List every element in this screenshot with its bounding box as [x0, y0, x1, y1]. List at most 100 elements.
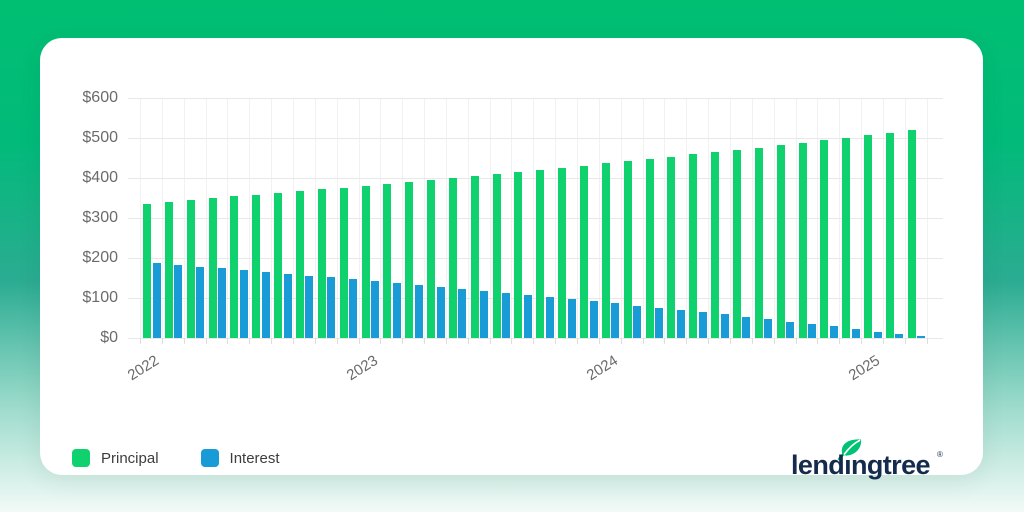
principal-bar	[842, 137, 851, 338]
legend-item-principal: Principal	[72, 449, 159, 467]
interest-bar	[895, 334, 904, 338]
principal-bar	[405, 181, 414, 338]
principal-bar	[580, 165, 588, 338]
registered-mark: ®	[937, 450, 943, 459]
x-axis-tick	[708, 338, 710, 344]
principal-bar	[776, 145, 785, 338]
x-axis-tick	[227, 338, 229, 344]
principal-bar	[317, 189, 326, 338]
x-axis-tick	[336, 338, 338, 344]
x-axis-tick	[555, 338, 557, 344]
x-axis-tick	[292, 338, 294, 344]
principal-bar	[186, 200, 195, 338]
x-axis-tick	[817, 338, 819, 344]
interest-bar	[676, 310, 685, 338]
y-axis-label: $100	[82, 289, 118, 306]
x-axis-tick	[664, 338, 666, 344]
principal-bar	[252, 194, 261, 338]
principal-bar	[732, 149, 741, 338]
x-axis-tick	[642, 338, 644, 344]
horizontal-gridline	[128, 98, 943, 99]
interest-bar	[152, 263, 161, 338]
y-axis-label: $600	[82, 89, 118, 106]
principal-bar	[361, 185, 370, 338]
x-axis-tick	[751, 338, 753, 344]
x-axis-tick	[161, 338, 163, 344]
x-axis-year-label: 2023	[343, 352, 381, 385]
principal-bar	[536, 169, 545, 338]
principal-bar	[645, 158, 654, 338]
x-axis-tick	[140, 338, 141, 344]
y-axis-label: $300	[82, 209, 118, 226]
x-axis-tick	[773, 338, 775, 344]
interest-bar	[392, 282, 401, 338]
interest-bar	[917, 336, 926, 338]
interest-bar	[283, 273, 292, 338]
x-axis-tick	[795, 338, 797, 344]
interest-bar	[742, 316, 751, 338]
y-axis-label: $200	[82, 249, 118, 266]
interest-bar	[567, 299, 576, 338]
interest-bar	[655, 307, 664, 338]
interest-bar	[458, 288, 467, 338]
principal-bar	[885, 132, 894, 338]
interest-bar	[720, 314, 729, 338]
x-axis-tick	[839, 338, 841, 344]
interest-bar	[414, 284, 423, 338]
x-axis-year-label: 2022	[124, 352, 163, 385]
principal-bar	[143, 203, 151, 338]
x-axis-tick	[489, 338, 491, 344]
x-axis-tick	[729, 338, 731, 344]
interest-bar	[698, 312, 707, 338]
x-axis-tick	[358, 338, 360, 344]
x-axis-tick	[620, 338, 622, 344]
principal-bar	[383, 183, 392, 338]
x-axis-tick	[511, 338, 513, 344]
interest-bar	[305, 275, 314, 338]
amortization-chart-plot-area: $0 $100 $200 $300 $400 $500 $600 2022 2023 2024 20…	[82, 89, 943, 384]
interest-bar	[349, 279, 358, 338]
x-axis-tick	[314, 338, 316, 344]
horizontal-gridline	[128, 218, 943, 219]
principal-bar	[689, 154, 698, 338]
chart-legend: Principal Interest	[72, 449, 280, 467]
principal-swatch-icon	[72, 449, 90, 467]
horizontal-gridline	[128, 258, 943, 259]
interest-bar	[851, 328, 860, 338]
x-axis-tick	[686, 338, 688, 344]
lendingtree-logo: lendıngtree ®	[791, 435, 947, 483]
principal-bar	[295, 191, 304, 338]
x-axis-tick	[533, 338, 535, 344]
principal-bar	[427, 180, 436, 338]
interest-bar	[633, 305, 642, 338]
x-axis-tick	[183, 338, 185, 344]
x-axis-tick	[271, 338, 273, 344]
interest-bar	[808, 324, 816, 338]
legend-label-principal: Principal	[101, 449, 159, 467]
interest-bar	[327, 277, 336, 338]
x-axis-tick	[205, 338, 207, 344]
principal-bar	[339, 187, 348, 338]
horizontal-gridline	[128, 338, 943, 339]
principal-bar	[907, 130, 916, 338]
x-axis-tick	[882, 338, 884, 344]
principal-bar	[514, 171, 523, 338]
principal-bar	[711, 152, 720, 338]
principal-bar	[492, 174, 501, 338]
legend-item-interest: Interest	[200, 449, 280, 467]
x-axis-tick	[861, 338, 863, 344]
interest-bar	[502, 292, 511, 338]
principal-bar	[623, 161, 632, 338]
x-axis-tick	[402, 338, 404, 344]
interest-bar	[523, 294, 532, 338]
horizontal-gridline	[128, 138, 943, 139]
x-axis-tick	[445, 338, 447, 344]
y-axis-label: $500	[82, 129, 118, 146]
leaf-icon	[837, 439, 862, 461]
x-axis-tick	[904, 338, 906, 344]
interest-bar	[829, 326, 838, 338]
logo-text: lendıngtree	[791, 450, 931, 480]
principal-bar	[601, 163, 610, 338]
principal-bar	[164, 201, 173, 338]
x-axis-tick	[249, 338, 251, 344]
